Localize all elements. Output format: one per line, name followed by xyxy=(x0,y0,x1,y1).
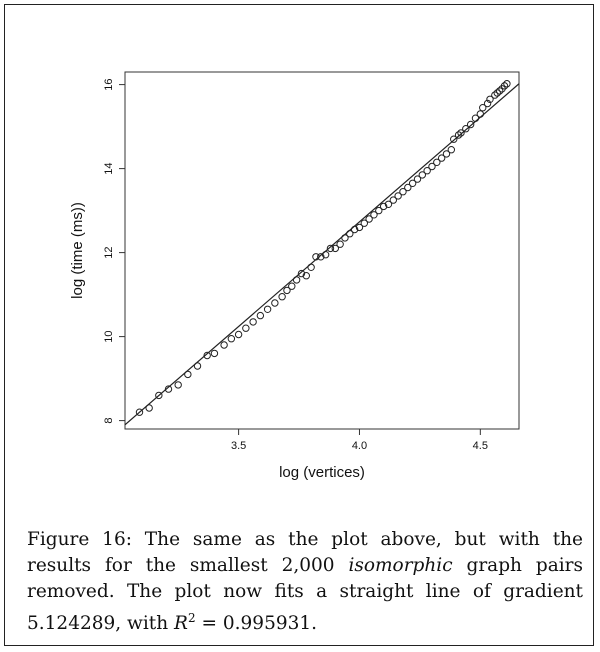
data-point xyxy=(336,240,344,248)
x-tick-label: 3.5 xyxy=(231,440,246,452)
data-point xyxy=(483,99,492,108)
data-point xyxy=(479,104,487,112)
data-point xyxy=(491,91,499,99)
caption-paragraph: Figure 16: The same as the plot above, b… xyxy=(27,527,583,637)
data-point xyxy=(370,211,378,219)
data-point xyxy=(500,82,509,90)
data-point xyxy=(256,311,265,320)
data-point xyxy=(220,341,228,349)
plot-area-box xyxy=(124,71,520,430)
data-point xyxy=(278,293,286,301)
data-point xyxy=(433,158,441,167)
x-axis-label: log (vertices) xyxy=(279,464,365,481)
data-point xyxy=(471,114,480,122)
data-point xyxy=(312,253,320,261)
data-point xyxy=(302,272,310,280)
data-point xyxy=(184,370,192,379)
data-point xyxy=(447,146,456,154)
data-point xyxy=(379,202,388,211)
data-point xyxy=(394,192,402,200)
x-tick-label: 4.5 xyxy=(473,440,488,452)
data-point xyxy=(360,219,369,227)
data-point xyxy=(495,87,504,95)
data-point xyxy=(283,286,291,295)
data-point xyxy=(428,162,436,171)
data-point xyxy=(350,225,359,234)
data-point xyxy=(242,324,250,332)
x-tick-label: 4.0 xyxy=(352,440,367,452)
data-point xyxy=(466,120,475,129)
data-point xyxy=(292,276,301,284)
caption-tail: graph pairs removed. The plot now fits a… xyxy=(27,555,584,635)
data-point xyxy=(404,183,412,192)
data-point xyxy=(326,244,335,253)
data-point xyxy=(442,150,451,158)
data-point xyxy=(476,110,485,118)
data-point xyxy=(457,129,465,137)
data-point xyxy=(375,206,383,215)
data-point xyxy=(486,95,494,104)
data-point xyxy=(384,200,393,209)
data-point xyxy=(462,125,470,133)
data-point xyxy=(234,330,243,339)
data-point xyxy=(341,234,349,242)
data-point xyxy=(331,244,339,253)
y-tick-label: 14 xyxy=(103,162,115,174)
data-point xyxy=(135,408,144,416)
data-point xyxy=(389,196,398,204)
data-point xyxy=(271,299,279,307)
data-point xyxy=(346,230,354,238)
data-point xyxy=(365,215,373,223)
data-point xyxy=(249,318,257,326)
data-point xyxy=(288,282,296,290)
caption-r2-sup: 2 xyxy=(187,611,196,625)
scatter-plot: 3.5 4.0 4.5 8 10 12 14 16 log (vertices) log (tim… xyxy=(69,71,520,481)
data-point xyxy=(355,223,364,232)
caption-r2-value: = 0.995931. xyxy=(195,613,318,635)
data-point xyxy=(493,89,501,97)
caption-r2-label: R xyxy=(174,613,188,635)
data-point xyxy=(437,154,446,162)
data-point xyxy=(174,381,182,389)
figure-caption: Figure 16: The same as the plot above, b… xyxy=(27,527,583,637)
data-point xyxy=(210,349,219,358)
y-tick-label: 12 xyxy=(103,246,115,258)
figure-frame: 3.5 4.0 4.5 8 10 12 14 16 log (vertices) log (tim… xyxy=(4,4,594,646)
data-point xyxy=(454,131,463,139)
data-point xyxy=(317,253,325,261)
data-point xyxy=(450,135,458,143)
data-point xyxy=(203,351,211,360)
y-tick-label: 16 xyxy=(103,78,115,90)
data-point xyxy=(307,263,315,271)
y-tick-label: 8 xyxy=(103,418,115,424)
data-point xyxy=(263,305,272,313)
y-tick-label: 10 xyxy=(103,330,115,342)
data-point xyxy=(503,80,511,88)
data-point xyxy=(399,188,407,196)
data-point xyxy=(418,171,427,179)
data-point xyxy=(145,404,153,412)
data-point xyxy=(297,269,306,278)
data-point xyxy=(155,391,163,400)
data-point xyxy=(321,251,330,259)
caption-lead: Figure 16: The same as the plot above, b… xyxy=(27,529,583,576)
data-point xyxy=(193,362,202,370)
data-point xyxy=(413,175,422,183)
caption-emphasis: isomorphic xyxy=(348,555,453,576)
data-point xyxy=(408,179,417,188)
y-axis-label: log (time (ms)) xyxy=(69,202,86,299)
data-point xyxy=(164,385,173,393)
data-point xyxy=(423,167,431,175)
data-point xyxy=(227,335,236,343)
